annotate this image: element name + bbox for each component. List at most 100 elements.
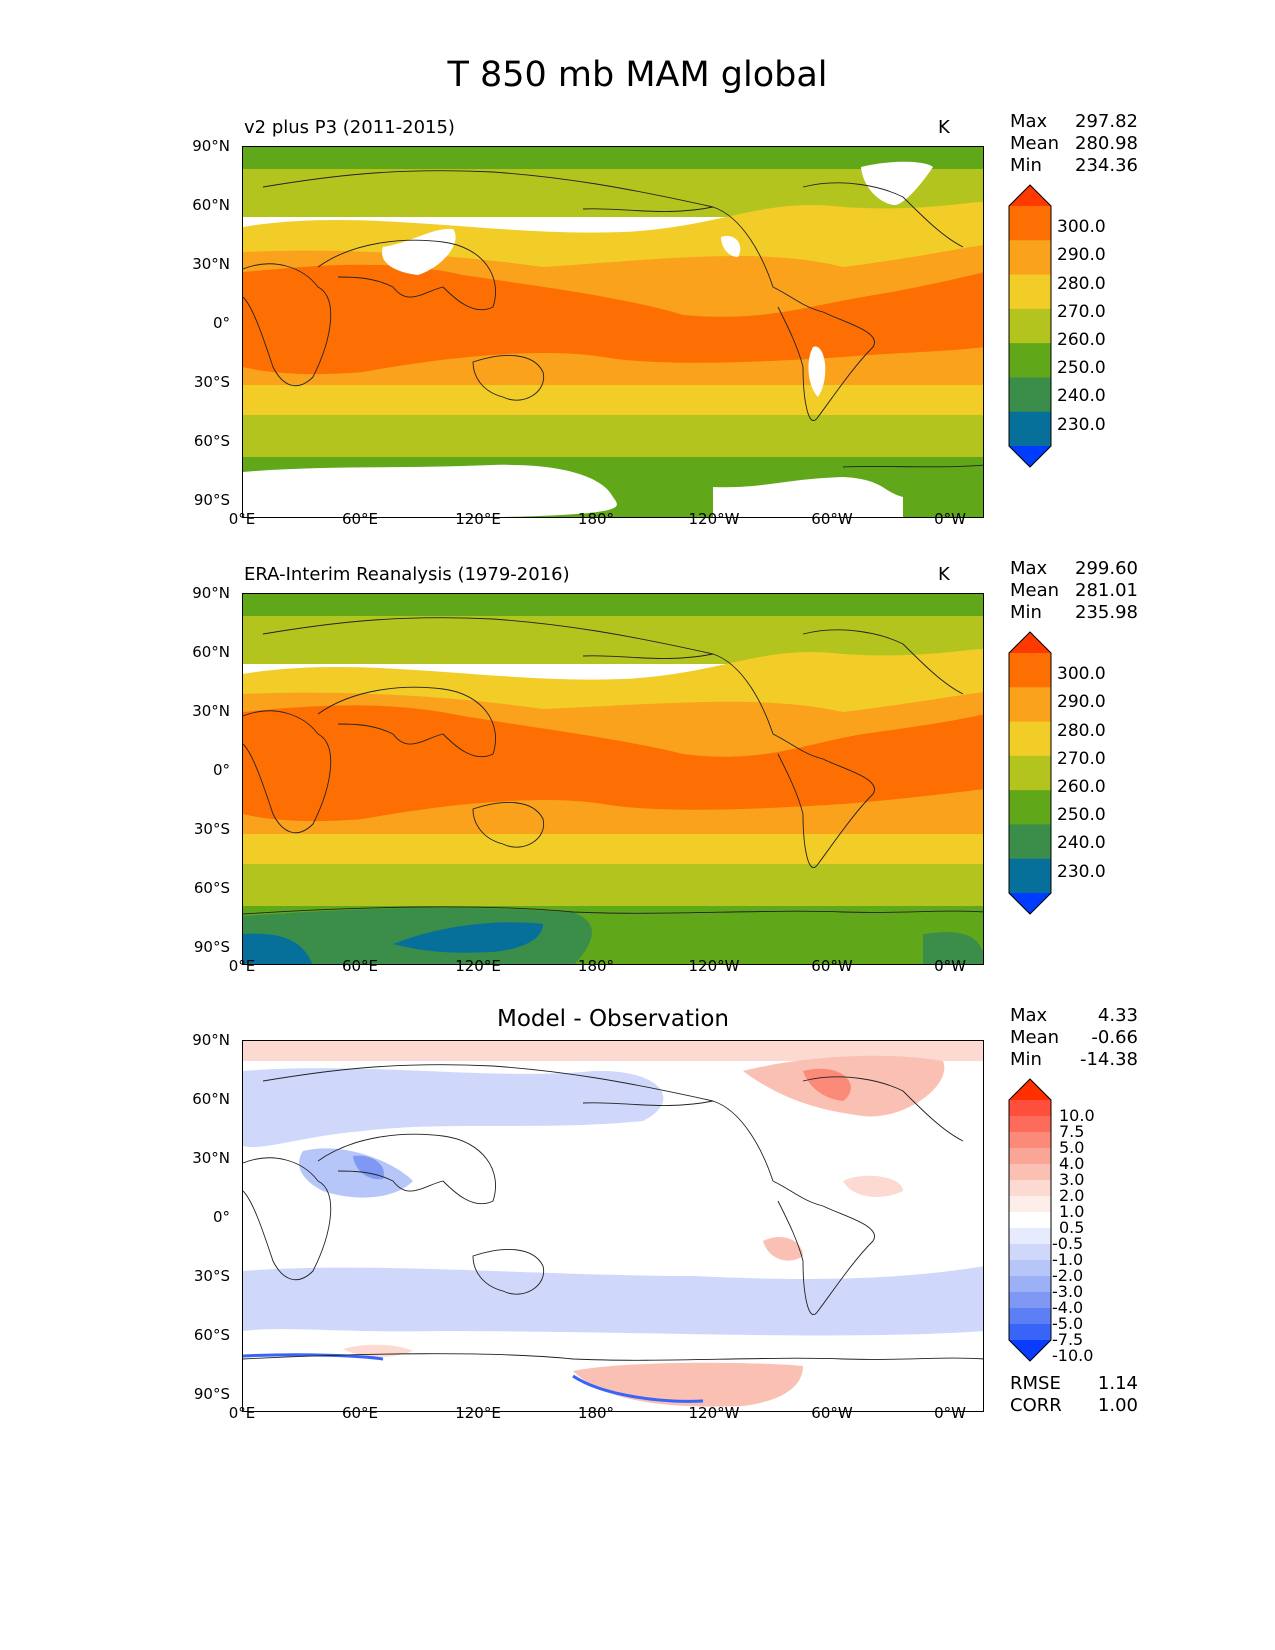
band [243,385,983,415]
colorbar-label: -5.0 [1052,1314,1084,1333]
colorbar-label: 230.0 [1057,415,1106,435]
stat-min: -14.38 [1079,1049,1138,1070]
anomaly-region [843,1175,903,1197]
lat-tick: 0° [212,1208,230,1226]
stat-label: Min [1010,602,1042,623]
panel-1-units: K [938,117,950,138]
colorbar-label: 250.0 [1057,358,1106,378]
lon-tick: 60°W [811,510,853,528]
rockies-mask [721,235,741,257]
colorbar-segment [1009,721,1051,757]
colorbar-label: 5.0 [1059,1138,1085,1157]
band [243,147,983,173]
panel-2-title: ERA-Interim Reanalysis (1979-2016) [244,564,570,585]
colorbar-label: 260.0 [1057,330,1106,350]
lon-tick: 60°W [811,1404,853,1422]
stat-label: Min [1010,155,1042,176]
panel-1-stats: Max 297.82 Mean 280.98 Min 234.36 [1010,111,1138,177]
lon-tick: 60°E [341,510,379,528]
colorbar-extend-bottom [1009,893,1051,914]
lat-tick: 30°N [192,702,230,720]
lat-tick: 0° [212,314,230,332]
stat-label: Max [1010,558,1048,579]
colorbar-label: 1.0 [1059,1202,1085,1221]
colorbar-segment [1009,1324,1051,1341]
colorbar-segment [1009,687,1051,723]
metric-label: RMSE [1010,1373,1061,1394]
antarctica-mask [243,464,617,517]
colorbar-label: 270.0 [1057,302,1106,322]
stat-max: 297.82 [1075,111,1138,132]
panel-1-map-svg [243,147,983,517]
colorbar-outline [1008,184,1052,468]
lon-tick: 60°E [341,1404,379,1422]
metric-label: CORR [1010,1395,1062,1416]
stat-mean: -0.66 [1091,1027,1138,1048]
colorbar-label: 4.0 [1059,1154,1085,1173]
band [243,864,983,908]
colorbar-extend-bottom [1009,1340,1051,1361]
colorbar-label: 260.0 [1057,777,1106,797]
lon-tick: 0°W [934,510,966,528]
colorbar-segment [1009,377,1051,413]
band [243,705,983,822]
colorbar-segment [1009,1244,1051,1261]
colorbar-outline [1008,1078,1052,1362]
colorbar-segment [1009,206,1051,241]
lat-tick: 0° [212,761,230,779]
colorbar-label: -10.0 [1052,1346,1094,1365]
colorbar-segment [1009,1132,1051,1149]
colorbar-label: 290.0 [1057,692,1106,712]
coastlines [243,170,983,468]
lat-tick: 60°N [192,1090,230,1108]
panel-2-stats: Max 299.60 Mean 281.01 Min 235.98 [1010,558,1138,624]
coastlines [243,617,983,915]
lon-tick: 120°W [688,1404,740,1422]
stat-label: Mean [1010,580,1060,601]
lon-tick: 0°W [934,957,966,975]
lon-tick: 120°E [455,510,501,528]
anomaly-region [299,1148,413,1198]
lat-tick: 60°N [192,643,230,661]
lon-tick: 0°E [228,510,256,528]
lat-tick: 90°N [192,584,230,602]
colorbar-segment [1009,1164,1051,1181]
rmse-value: 1.14 [1097,1373,1138,1394]
andes-mask [808,346,826,397]
colorbar-label: 0.5 [1059,1218,1085,1237]
colorbar-segment [1009,1276,1051,1293]
colorbar-segment [1009,1180,1051,1197]
colorbar-label: 240.0 [1057,833,1106,853]
stat-max: 299.60 [1075,558,1138,579]
colorbar-segment [1009,343,1051,378]
colorbar-label: 7.5 [1059,1122,1085,1141]
lat-tick: 60°S [193,1326,230,1344]
colorbar-label: 10.0 [1059,1106,1095,1125]
colorbar-label: 250.0 [1057,805,1106,825]
anomaly-region [243,1068,664,1148]
colorbar-segment [1009,1148,1051,1165]
colorbar-segment [1009,755,1051,791]
colorbar-segment [1009,274,1051,310]
lat-tick: 30°N [192,255,230,273]
lon-tick: 0°E [228,1404,256,1422]
colorbar-segment [1009,1228,1051,1245]
colorbar-segment [1009,858,1051,894]
colorbar-label: 300.0 [1057,217,1106,237]
colorbar-segment [1009,240,1051,276]
lon-tick: 120°W [688,510,740,528]
colorbar-label: -0.5 [1052,1234,1084,1253]
colorbar-label: 280.0 [1057,721,1106,741]
lon-tick: 60°E [341,957,379,975]
anomaly-region [353,1155,384,1180]
colorbar-extend-top [1009,1079,1051,1100]
panel-3-title: Model - Observation [496,1006,730,1032]
lon-tick: 120°W [688,957,740,975]
band [243,415,983,461]
lat-tick: 60°S [193,879,230,897]
panel-3-colorbar [1008,1078,1052,1362]
lat-tick: 90°S [193,491,230,509]
colorbar-label: -4.0 [1052,1298,1084,1317]
colorbar-label: 2.0 [1059,1186,1085,1205]
lat-tick: 90°S [193,938,230,956]
